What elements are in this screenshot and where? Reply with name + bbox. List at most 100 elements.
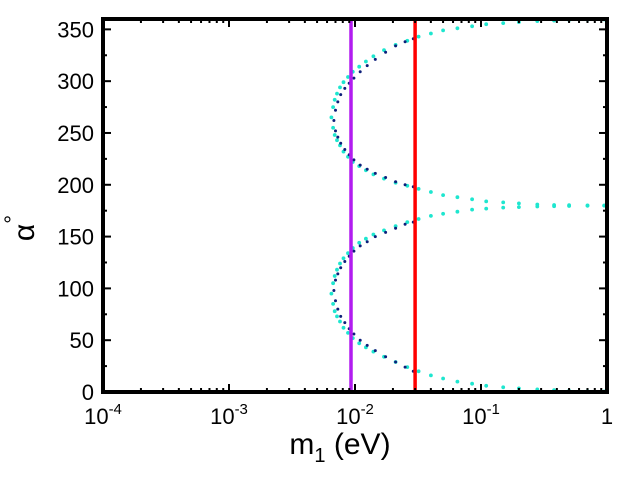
y-tick-label: 250 <box>57 121 94 146</box>
navy-region-point <box>339 93 343 97</box>
cyan-region-point <box>416 217 421 221</box>
navy-region-point <box>336 272 340 276</box>
cyan-region-point <box>357 64 362 69</box>
cyan-region-point <box>535 204 540 209</box>
cyan-region-point <box>501 385 506 390</box>
navy-region-point <box>334 299 337 303</box>
x-tick-label: 10-2 <box>336 401 374 429</box>
cyan-region-point <box>338 319 342 324</box>
cyan-region-point <box>329 291 334 296</box>
cyan-region-point <box>341 325 346 330</box>
cyan-region-point <box>441 193 445 198</box>
cyan-region-point <box>455 26 460 31</box>
cyan-region-point <box>470 24 474 29</box>
cyan-region-point <box>441 211 445 216</box>
cyan-region-point <box>338 85 342 90</box>
cyan-region-point <box>484 383 489 388</box>
cyan-region-point <box>455 379 460 384</box>
navy-region-point <box>403 222 407 226</box>
y-tick-label: 350 <box>57 17 94 42</box>
navy-region-point <box>373 235 377 239</box>
navy-region-point <box>358 70 362 74</box>
navy-region-point <box>403 40 407 44</box>
cyan-region-point <box>441 376 445 381</box>
cyan-region-point <box>484 22 489 27</box>
navy-region-point <box>336 100 340 104</box>
navy-region-point <box>384 230 388 234</box>
cyan-region-point <box>416 369 421 374</box>
cyan-region-point <box>331 281 335 286</box>
ticks-layer <box>102 19 607 393</box>
navy-region-point <box>403 365 407 369</box>
cyan-region-point <box>332 133 337 137</box>
cyan-region-point <box>455 195 460 200</box>
cyan-region-point <box>501 200 506 205</box>
cyan-region-point <box>501 21 506 25</box>
cyan-region-point <box>371 54 376 59</box>
navy-region-point <box>384 50 388 54</box>
cyan-region-point <box>470 381 474 386</box>
navy-region-point <box>336 135 340 139</box>
y-tick-label: 300 <box>57 69 94 94</box>
navy-region-point <box>358 338 362 342</box>
cyan-region-point <box>429 214 433 218</box>
cyan-region-point <box>364 236 368 241</box>
y-tick-label: 0 <box>82 380 94 405</box>
cyan-region-point <box>335 91 339 96</box>
cyan-region-point <box>429 190 433 194</box>
cyan-region-point <box>470 197 474 202</box>
cyan-region-point <box>567 204 571 208</box>
navy-region-point <box>365 64 369 68</box>
cyan-region-point <box>346 75 350 79</box>
navy-region-point <box>373 57 377 61</box>
navy-region-point <box>352 76 356 80</box>
navy-region-point <box>352 249 356 253</box>
navy-region-point <box>332 289 336 292</box>
cyan-region-point <box>357 240 362 245</box>
cyan-region-point <box>416 187 421 191</box>
navy-region-point <box>343 321 347 325</box>
cyan-region-point <box>501 205 506 210</box>
navy-region-point <box>343 260 347 263</box>
x-tick-label: 1 <box>601 404 613 429</box>
navy-region-point <box>334 108 337 112</box>
navy-region-point <box>336 307 340 311</box>
cyan-region-point <box>484 206 489 211</box>
x-tick-label: 10-4 <box>84 401 122 429</box>
navy-region-point <box>352 158 356 162</box>
navy-region-point <box>394 360 398 364</box>
cyan-region-point <box>441 28 445 33</box>
cyan-region-point <box>585 203 590 208</box>
cyan-region-point <box>357 341 362 346</box>
cyan-region-point <box>341 80 346 85</box>
cyan-region-point <box>335 267 339 272</box>
navy-region-point <box>352 332 356 336</box>
cyan-region-point <box>517 201 521 206</box>
navy-region-point <box>358 244 362 248</box>
navy-region-point <box>403 183 407 187</box>
navy-region-point <box>339 266 343 270</box>
navy-region-point <box>365 343 369 347</box>
navy-region-point <box>339 141 343 145</box>
cyan-region-point <box>552 204 556 209</box>
cyan-region-point <box>429 373 433 378</box>
y-tick-label: 100 <box>57 276 94 301</box>
navy-region-point <box>334 278 337 282</box>
cyan-region-point <box>346 331 350 335</box>
navy-region-point <box>384 176 388 179</box>
navy-region-point <box>334 129 337 133</box>
cyan-region-point <box>329 115 334 120</box>
plot-area-background <box>103 19 607 392</box>
x-axis-title: m1 (eV) <box>289 428 390 467</box>
y-tick-label: 50 <box>70 328 94 353</box>
x-tick-label: 10-1 <box>462 401 500 429</box>
cyan-region-point <box>338 261 342 266</box>
cyan-region-point <box>405 365 410 369</box>
cyan-region-point <box>332 309 337 314</box>
cyan-region-point <box>455 209 460 214</box>
vertical-lines-layer <box>349 19 417 392</box>
x-tick-labels: 10-4 10-3 10-2 10-1 1 <box>84 401 613 429</box>
navy-region-point <box>365 240 369 244</box>
cyan-region-point <box>346 251 350 256</box>
